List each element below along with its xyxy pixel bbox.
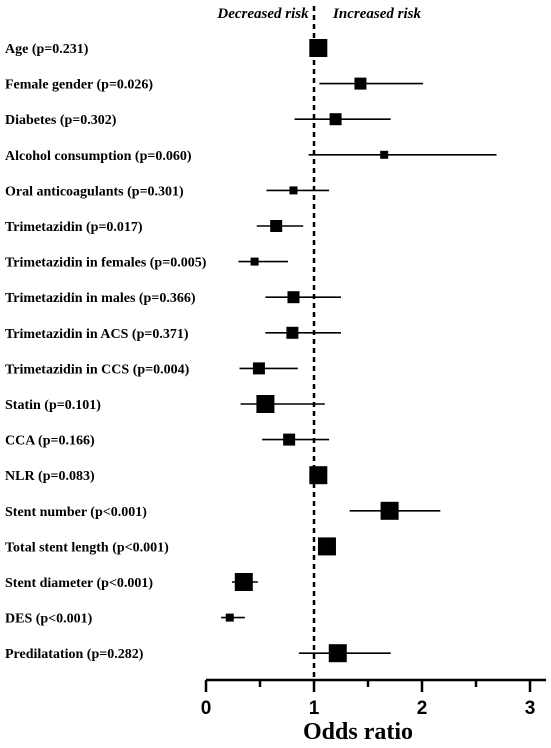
odds-ratio-marker <box>252 362 265 375</box>
row-label: Trimetazidin (p=0.017) <box>5 220 143 235</box>
forest-row: Trimetazidin in ACS (p=0.371) <box>5 326 341 342</box>
forest-row: Age (p=0.231) <box>5 39 328 57</box>
row-label: Trimetazidin in ACS (p=0.371) <box>5 327 189 342</box>
forest-row: Female gender (p=0.026) <box>5 77 424 93</box>
row-label: Female gender (p=0.026) <box>5 78 153 93</box>
row-label: Statin (p=0.101) <box>5 398 101 413</box>
odds-ratio-marker <box>317 537 336 556</box>
forest-row: Total stent length (p<0.001) <box>5 537 336 556</box>
forest-row: Alcohol consumption (p=0.060) <box>5 149 497 164</box>
row-label: Trimetazidin in CCS (p=0.004) <box>5 362 190 377</box>
forest-row: Predilatation (p=0.282) <box>5 644 391 663</box>
forest-row: Diabetes (p=0.302) <box>5 113 391 128</box>
row-label: Trimetazidin in females (p=0.005) <box>5 256 207 271</box>
forest-row: NLR (p=0.083) <box>5 466 328 485</box>
odds-ratio-marker <box>380 501 399 520</box>
forest-row: Statin (p=0.101) <box>5 395 325 413</box>
x-tick-label: 3 <box>525 698 536 719</box>
x-tick-label: 1 <box>309 698 320 719</box>
row-label: Stent number (p<0.001) <box>5 505 147 520</box>
odds-ratio-marker <box>250 257 259 266</box>
odds-ratio-marker <box>287 291 300 304</box>
x-axis-title: Odds ratio <box>303 719 413 745</box>
forest-rows: Age (p=0.231) Female gender (p=0.026) Diab… <box>5 39 497 663</box>
header-decreased-risk: Decreased risk <box>216 6 309 22</box>
forest-row: Trimetazidin in CCS (p=0.004) <box>5 362 298 377</box>
forest-row: Trimetazidin in males (p=0.366) <box>5 291 341 306</box>
odds-ratio-marker <box>380 150 389 159</box>
odds-ratio-marker <box>289 186 298 195</box>
row-label: Stent diameter (p<0.001) <box>5 576 153 591</box>
forest-row: Oral anticoagulants (p=0.301) <box>5 184 330 199</box>
odds-ratio-marker <box>283 433 296 446</box>
odds-ratio-marker <box>256 395 275 413</box>
forest-row: DES (p<0.001) <box>5 612 245 627</box>
odds-ratio-marker <box>225 613 234 622</box>
odds-ratio-marker <box>329 113 342 126</box>
row-label: Diabetes (p=0.302) <box>5 113 117 128</box>
odds-ratio-marker <box>234 573 253 591</box>
forest-row: Trimetazidin in females (p=0.005) <box>5 256 289 271</box>
odds-ratio-marker <box>286 326 299 339</box>
header-increased-risk: Increased risk <box>332 6 421 22</box>
row-label: CCA (p=0.166) <box>5 434 95 449</box>
x-tick-label: 2 <box>417 698 428 719</box>
x-axis: 0 1 2 3 <box>201 678 546 719</box>
row-label: NLR (p=0.083) <box>5 469 95 484</box>
odds-ratio-marker <box>270 220 283 232</box>
row-label: Alcohol consumption (p=0.060) <box>5 149 192 164</box>
odds-ratio-marker <box>309 466 328 485</box>
forest-row: Stent diameter (p<0.001) <box>5 573 258 591</box>
row-label: Predilatation (p=0.282) <box>5 647 144 662</box>
x-tick-label: 0 <box>201 698 212 719</box>
row-label: Age (p=0.231) <box>5 42 89 57</box>
row-label: DES (p<0.001) <box>5 612 93 627</box>
forest-row: CCA (p=0.166) <box>5 433 330 449</box>
odds-ratio-marker <box>328 644 347 663</box>
row-label: Total stent length (p<0.001) <box>5 540 169 555</box>
forest-row: Stent number (p<0.001) <box>5 501 441 520</box>
row-label: Trimetazidin in males (p=0.366) <box>5 291 196 306</box>
odds-ratio-marker <box>354 77 367 90</box>
odds-ratio-marker <box>309 39 328 57</box>
row-label: Oral anticoagulants (p=0.301) <box>5 184 184 199</box>
forest-row: Trimetazidin (p=0.017) <box>5 220 304 235</box>
